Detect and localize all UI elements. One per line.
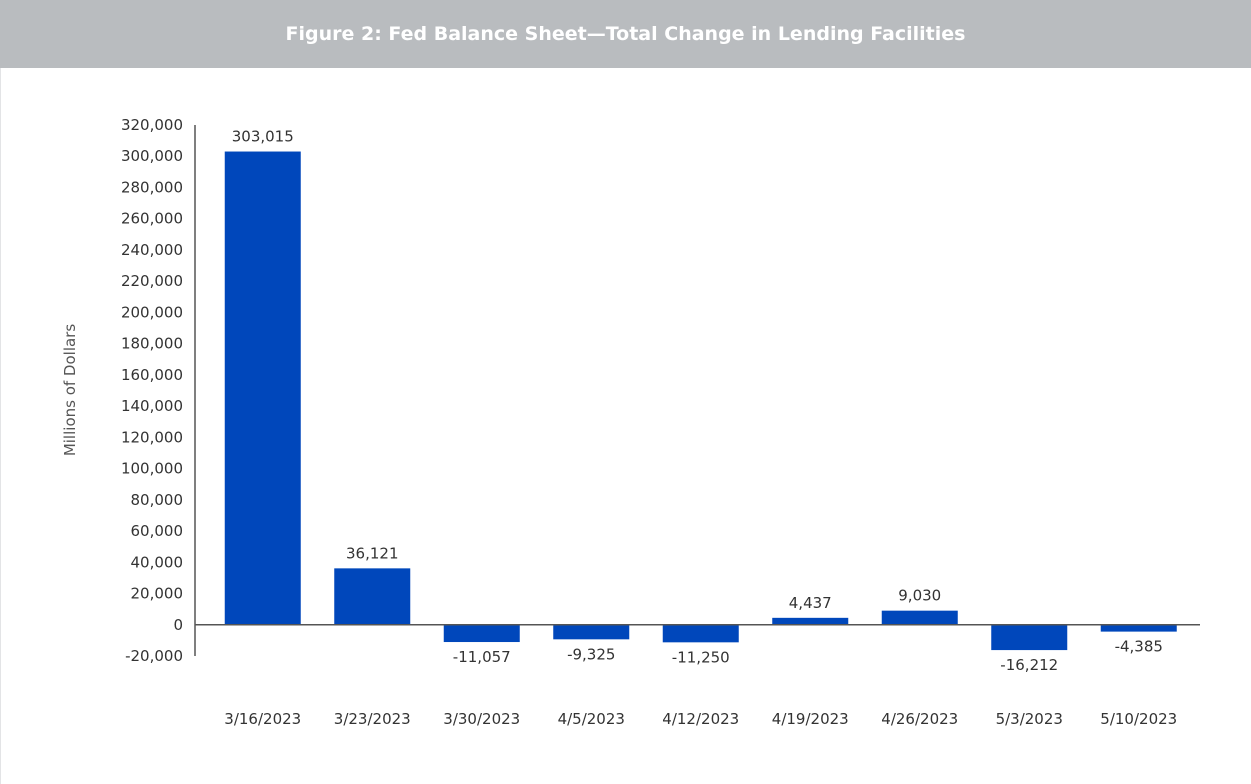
y-tick-label: 20,000: [131, 585, 184, 603]
y-tick-label: 60,000: [131, 522, 184, 540]
y-tick-label: 300,000: [121, 147, 183, 165]
bar: [772, 617, 849, 625]
bar: [224, 151, 301, 625]
data-label: 303,015: [232, 128, 294, 146]
y-tick-label: -20,000: [125, 647, 183, 665]
y-tick-label: 40,000: [131, 553, 184, 571]
bar: [334, 568, 411, 625]
data-label: -4,385: [1115, 638, 1163, 656]
bars: [224, 151, 1177, 651]
bar: [553, 624, 630, 640]
y-tick-label: 320,000: [121, 116, 183, 134]
x-tick-label: 4/26/2023: [881, 710, 958, 728]
x-tick-label: 3/23/2023: [334, 710, 411, 728]
data-label: -9,325: [567, 645, 615, 663]
x-tick-label: 4/19/2023: [772, 710, 849, 728]
bar: [991, 624, 1068, 651]
x-tick-label: 5/10/2023: [1100, 710, 1177, 728]
data-label: 36,121: [346, 544, 399, 562]
y-tick-label: 160,000: [121, 366, 183, 384]
y-tick-label: 120,000: [121, 428, 183, 446]
x-tick-label: 3/16/2023: [224, 710, 301, 728]
bar: [662, 624, 739, 643]
data-label: -11,250: [672, 648, 730, 666]
y-tick-label: 260,000: [121, 210, 183, 228]
y-axis-ticks: -20,000 0 20,000 40,000 60,000 80,000 100,000 1…: [121, 116, 183, 665]
y-tick-label: 280,000: [121, 178, 183, 196]
y-tick-label: 200,000: [121, 303, 183, 321]
y-tick-label: 240,000: [121, 241, 183, 259]
x-tick-label: 4/12/2023: [662, 710, 739, 728]
data-label: 9,030: [898, 587, 941, 605]
y-tick-label: 80,000: [131, 491, 184, 509]
y-tick-label: 0: [173, 616, 183, 634]
y-tick-label: 220,000: [121, 272, 183, 290]
bar: [881, 610, 958, 625]
y-tick-label: 140,000: [121, 397, 183, 415]
bar: [443, 624, 520, 643]
data-label: -11,057: [453, 648, 511, 666]
y-axis-label: Millions of Dollars: [61, 324, 79, 457]
data-label: 4,437: [789, 594, 832, 612]
x-axis-ticks: 3/16/2023 3/23/2023 3/30/2023 4/5/2023 4/12/…: [224, 710, 1177, 728]
data-label: -16,212: [1000, 656, 1058, 674]
x-tick-label: 3/30/2023: [443, 710, 520, 728]
x-tick-label: 4/5/2023: [558, 710, 625, 728]
title-bar: Figure 2: Fed Balance Sheet—Total Change…: [0, 0, 1251, 68]
bar: [1100, 624, 1177, 632]
y-tick-label: 180,000: [121, 335, 183, 353]
chart-title: Figure 2: Fed Balance Sheet—Total Change…: [285, 23, 966, 45]
x-tick-label: 5/3/2023: [996, 710, 1063, 728]
data-labels: 303,015 36,121 -11,057 -9,325 -11,250 4,437 9,…: [232, 128, 1163, 675]
y-tick-label: 100,000: [121, 460, 183, 478]
